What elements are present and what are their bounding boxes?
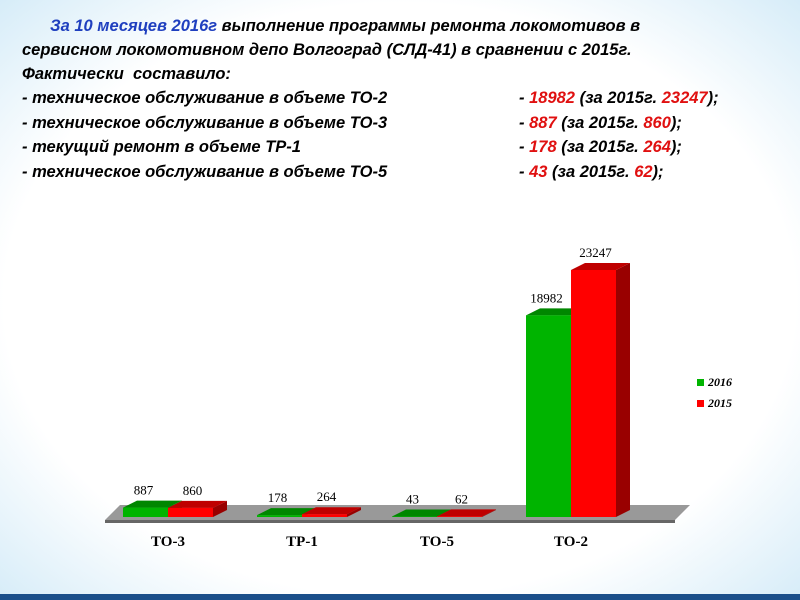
previous-value: 264 (643, 138, 671, 156)
middle: (за 2015г. (556, 138, 644, 156)
legend-swatch (697, 400, 704, 407)
bar (257, 515, 302, 517)
legend-label: 2015 (707, 396, 732, 410)
item-values: - 178 (за 2015г. 264); (519, 138, 682, 157)
bar-top (437, 509, 496, 517)
previous-value: 860 (643, 113, 671, 132)
data-label: 887 (134, 483, 154, 498)
bar-top (526, 308, 585, 316)
dash: - (519, 113, 530, 132)
intro-rest: выполнение программы ремонта локомотивов… (217, 17, 641, 35)
end: ); (670, 113, 682, 132)
bottom-bar (0, 594, 800, 600)
dash: - (519, 138, 530, 156)
middle: (за 2015г. (574, 89, 662, 107)
legend-swatch (697, 379, 704, 386)
x-tick-label: ТО-5 (420, 534, 454, 550)
bar-top (257, 508, 316, 516)
text-line: сервисном локомотивном депо Волгоград (С… (22, 41, 632, 59)
end: ); (670, 138, 682, 156)
bar (302, 514, 347, 517)
bar (168, 507, 213, 517)
bar (526, 315, 571, 517)
previous-value: 62 (634, 162, 653, 181)
item-label: - техническое обслуживание в объеме ТО-3 (22, 113, 388, 132)
data-label: 43 (406, 492, 419, 507)
current-value: 178 (529, 138, 557, 156)
current-value: 887 (529, 113, 557, 132)
bar (437, 516, 482, 517)
x-tick-label: ТР-1 (286, 534, 318, 550)
current-value: 18982 (529, 89, 575, 107)
x-tick-label: ТО-3 (151, 534, 185, 550)
middle: (за 2015г. (556, 113, 644, 132)
legend-label: 2016 (707, 375, 732, 389)
data-label: 178 (268, 490, 288, 505)
dash: - (519, 162, 530, 181)
end: ); (707, 89, 719, 107)
bar-side (616, 263, 630, 517)
intro-blue: За 10 месяцев 2016г (50, 17, 218, 35)
item-label: - текущий ремонт в объеме ТР-1 (22, 138, 301, 156)
bar-top (168, 500, 227, 508)
item-values: - 18982 (за 2015г. 23247); (519, 89, 719, 108)
bar (571, 270, 616, 517)
previous-value: 23247 (661, 89, 708, 107)
bar-top (302, 507, 361, 515)
bar-side (347, 507, 361, 517)
item-label: - техническое обслуживание в объеме ТО-5 (22, 162, 388, 181)
bar-side (482, 509, 496, 517)
text-line: Фактически составило: (22, 65, 231, 83)
intro: За 10 месяцев 2016г выполнение программы… (50, 17, 640, 36)
middle: (за 2015г. (547, 162, 635, 181)
x-tick-label: ТО-2 (554, 534, 588, 550)
bar-side (213, 500, 227, 517)
bar (123, 507, 168, 517)
data-label: 23247 (579, 245, 612, 260)
bar-top (123, 500, 182, 508)
item-values: - 887 (за 2015г. 860); (519, 114, 682, 133)
current-value: 43 (529, 162, 548, 181)
data-label: 860 (183, 483, 203, 498)
dash: - (519, 89, 530, 107)
data-label: 264 (317, 489, 337, 504)
data-label: 18982 (530, 290, 563, 305)
data-label: 62 (455, 491, 468, 506)
end: ); (652, 162, 664, 181)
bar-top (392, 509, 451, 517)
floor-edge (105, 520, 675, 523)
item-label: - техническое обслуживание в объеме ТО-2 (22, 89, 388, 107)
item-values: - 43 (за 2015г. 62); (519, 163, 664, 182)
bar-top (571, 263, 630, 270)
